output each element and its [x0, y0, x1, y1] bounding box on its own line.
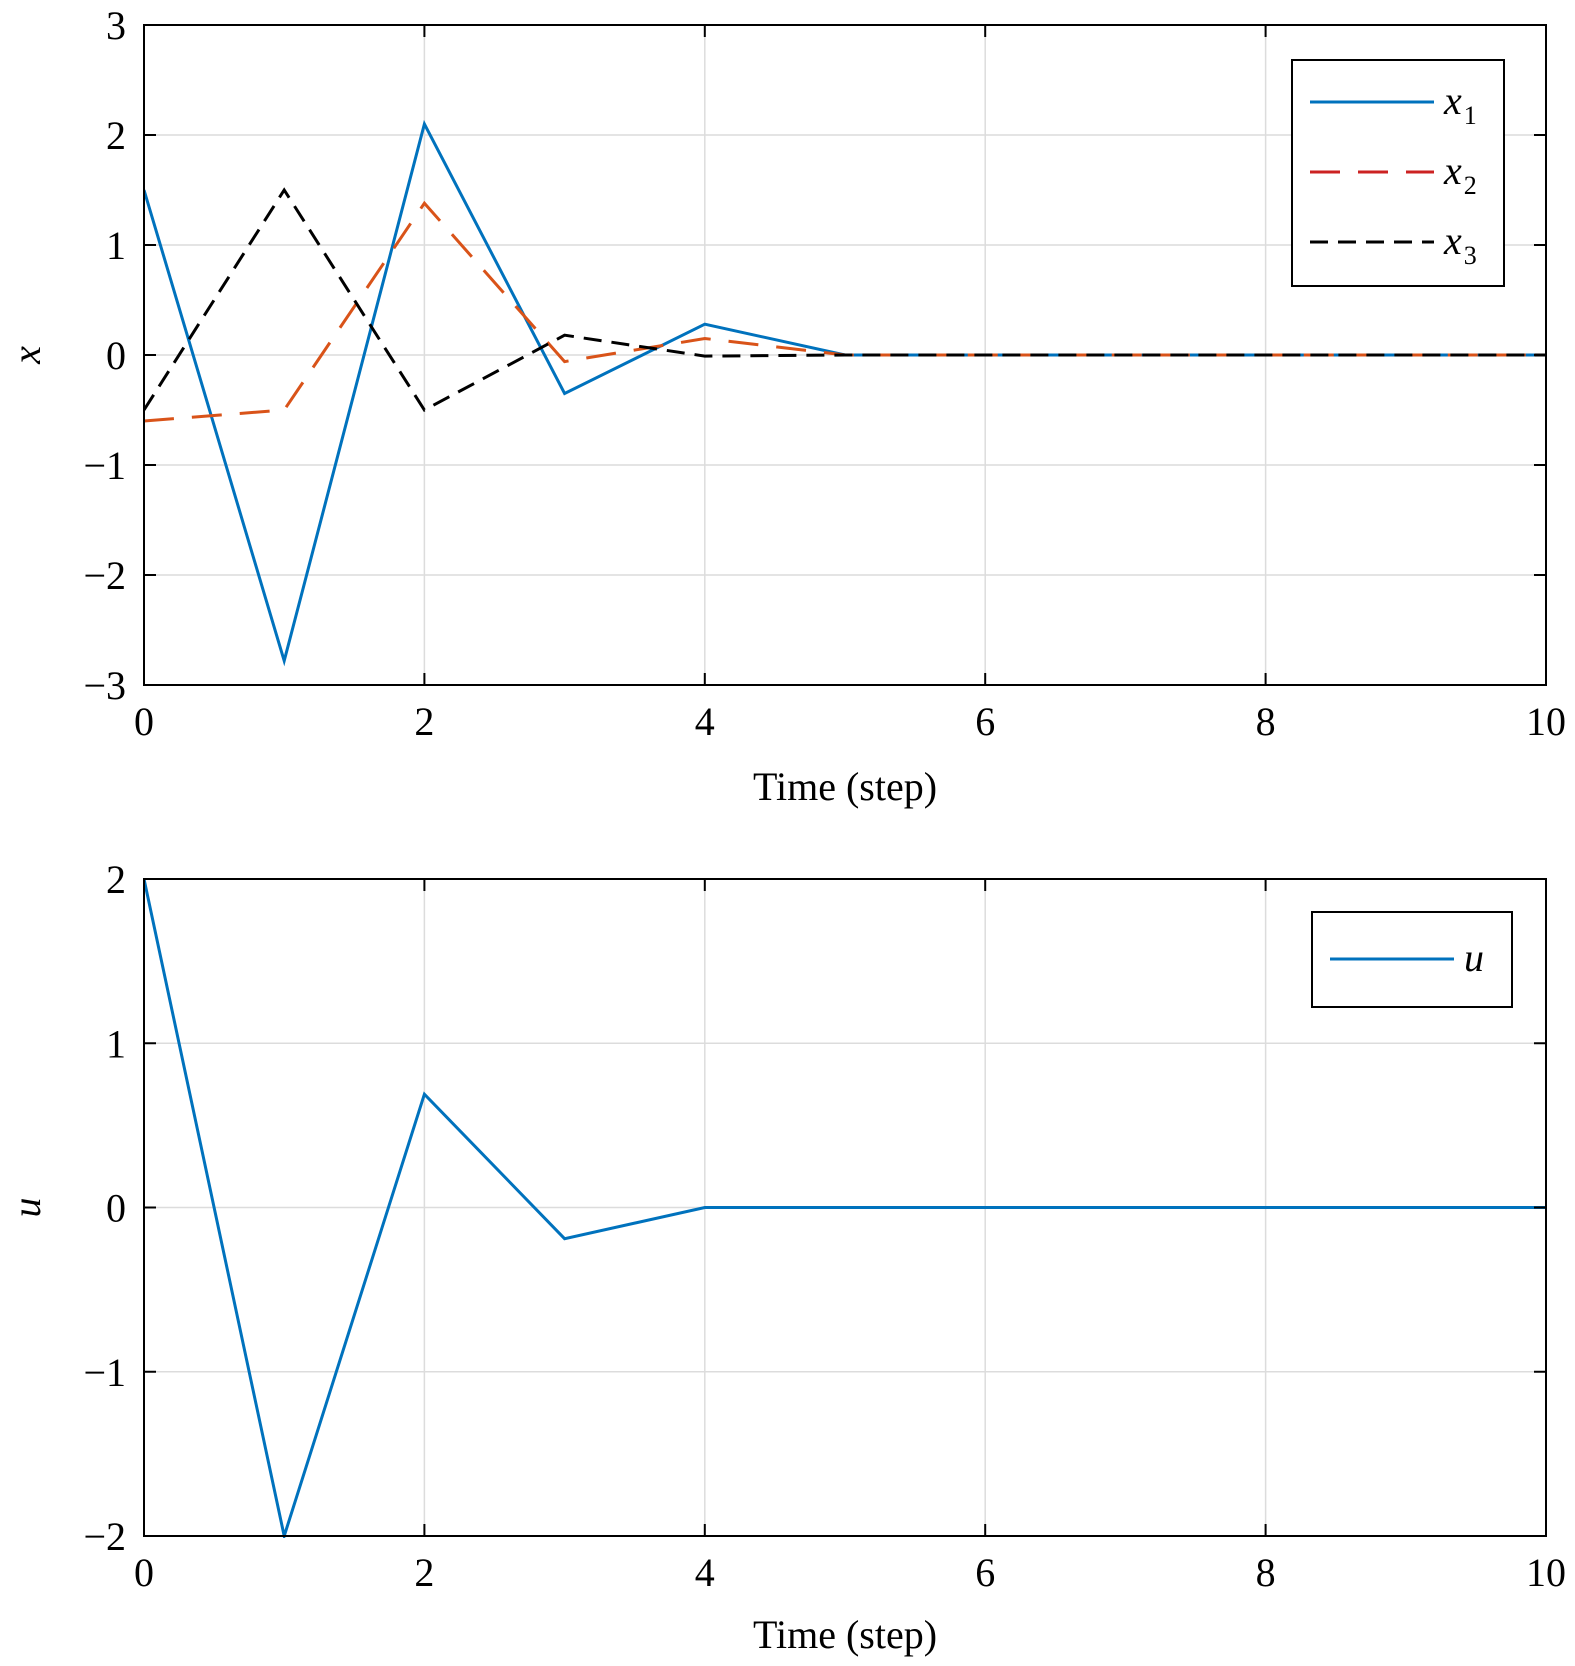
series-line-u	[144, 878, 1546, 1538]
series-group	[144, 878, 1546, 1538]
y-tick-label: 2	[106, 857, 126, 902]
x-axis-label: Time (step)	[753, 764, 937, 809]
legend-label-base: x	[1443, 148, 1462, 193]
x-tick-label: 8	[1256, 699, 1276, 744]
y-tick-label: 1	[106, 1021, 126, 1066]
legend: u	[1311, 911, 1513, 1008]
x-tick-label: 2	[414, 1550, 434, 1595]
y-tick-label: −1	[83, 1350, 126, 1395]
legend-label-base: u	[1464, 935, 1484, 980]
y-tick-label: 3	[106, 3, 126, 48]
y-axis-label: u	[4, 1198, 49, 1218]
y-tick-label: −2	[83, 1514, 126, 1559]
y-tick-label: −1	[83, 443, 126, 488]
chart-panel-2: 0 2 4 6 8 10 −2 −1 0 1 2 Time (step) u u	[4, 857, 1566, 1657]
legend-label-x2: x2	[1443, 148, 1477, 200]
y-tick-label: 0	[106, 333, 126, 378]
x-tick-label: 6	[975, 1550, 995, 1595]
x-tick-label: 0	[134, 1550, 154, 1595]
x-tick-label: 6	[975, 699, 995, 744]
y-tick-label: −2	[83, 553, 126, 598]
x-axis-label: Time (step)	[753, 1612, 937, 1657]
x-tick-label: 4	[695, 699, 715, 744]
legend-label-subscript: 2	[1464, 171, 1477, 200]
x-tick-label: 10	[1526, 1550, 1566, 1595]
x-tick-label: 4	[695, 1550, 715, 1595]
legend-label-subscript: 3	[1464, 241, 1477, 270]
legend-label-base: x	[1443, 218, 1462, 263]
series-group	[144, 119, 1546, 667]
series-line-x3	[144, 187, 1546, 412]
legend-label-base: x	[1443, 78, 1462, 123]
legend-label-subscript: 1	[1464, 101, 1477, 130]
x-tick-label: 2	[414, 699, 434, 744]
legend-label-u: u	[1464, 935, 1484, 980]
y-tick-label: −3	[83, 663, 126, 708]
y-tick-label: 1	[106, 223, 126, 268]
x-tick-label: 0	[134, 699, 154, 744]
x-tick-label: 8	[1256, 1550, 1276, 1595]
x-tick-label: 10	[1526, 699, 1566, 744]
legend-label-x1: x1	[1443, 78, 1477, 130]
y-tick-label: 2	[106, 113, 126, 158]
y-tick-label: 0	[106, 1186, 126, 1231]
y-axis-label: x	[4, 346, 49, 365]
legend-label-x3: x3	[1443, 218, 1477, 270]
